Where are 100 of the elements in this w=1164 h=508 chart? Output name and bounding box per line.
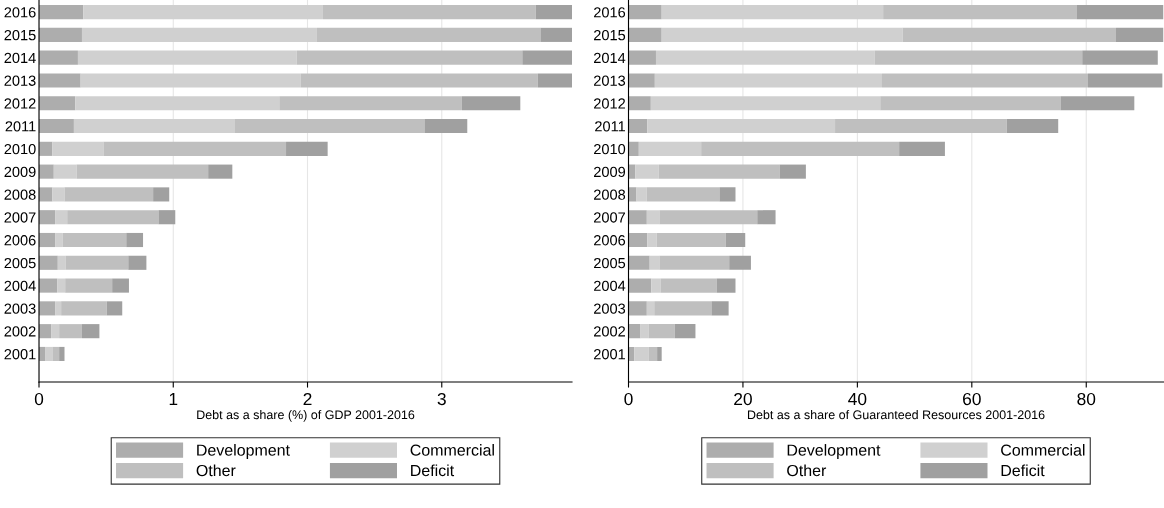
- bar: [39, 255, 58, 270]
- bar: [55, 301, 62, 316]
- bar: [61, 301, 107, 316]
- bar: [649, 255, 660, 270]
- y-tick-label: 2014: [4, 52, 36, 64]
- y-tick-label: 2010: [594, 143, 626, 155]
- y-tick-label: 2001: [594, 349, 626, 360]
- x-tick-label: 0: [34, 392, 44, 406]
- legend-label: Commercial: [410, 444, 494, 456]
- bar: [628, 50, 656, 65]
- y-tick-label: 2015: [594, 29, 626, 41]
- bar: [719, 187, 736, 202]
- bar: [628, 210, 647, 225]
- bar: [39, 96, 76, 111]
- bar: [660, 278, 717, 293]
- bar: [106, 301, 123, 316]
- y-tick-label: 2007: [594, 212, 625, 223]
- bar: [322, 5, 536, 20]
- bar: [646, 187, 720, 202]
- x-tick-label: 2: [303, 392, 312, 405]
- bar: [535, 5, 572, 20]
- bar: [648, 346, 658, 362]
- bar: [658, 164, 780, 179]
- bar: [628, 141, 639, 156]
- bar: [1087, 73, 1163, 88]
- y-tick-label: 2014: [594, 52, 626, 64]
- bar: [75, 96, 280, 111]
- bar: [650, 96, 881, 111]
- bar: [654, 301, 712, 316]
- bar: [424, 118, 468, 134]
- x-tick-label: 40: [848, 392, 867, 406]
- bar: [628, 96, 651, 111]
- bar: [902, 27, 1117, 42]
- bar: [65, 255, 129, 270]
- bar: [83, 5, 323, 20]
- y-tick-label: 2012: [4, 98, 36, 109]
- bar: [39, 210, 56, 225]
- bar: [45, 346, 53, 362]
- bar: [59, 346, 65, 362]
- bar: [76, 164, 209, 179]
- bar: [65, 278, 113, 293]
- x-tick-label: 60: [963, 392, 981, 406]
- bar: [153, 187, 170, 202]
- bar: [779, 164, 806, 179]
- bar: [628, 73, 655, 88]
- x-tick-label: 80: [1077, 392, 1096, 406]
- bar: [654, 73, 882, 88]
- bar: [39, 324, 52, 339]
- bar: [1116, 27, 1164, 42]
- bar: [729, 255, 751, 270]
- y-tick-label: 2011: [5, 121, 36, 132]
- bar: [899, 141, 945, 156]
- bar: [39, 5, 84, 20]
- y-tick-label: 2010: [4, 143, 36, 155]
- y-tick-label: 2015: [4, 29, 36, 41]
- y-tick-label: 2005: [4, 257, 36, 269]
- bar: [757, 210, 776, 225]
- y-tick-label: 2011: [595, 121, 626, 132]
- bar: [628, 27, 662, 42]
- bar: [279, 96, 462, 111]
- bar: [208, 164, 233, 179]
- bar: [711, 301, 729, 316]
- bar: [64, 187, 154, 202]
- legend-label: Deficit: [1001, 464, 1045, 477]
- bar: [628, 187, 637, 202]
- legend-label: Other: [196, 464, 236, 477]
- bar: [634, 346, 649, 362]
- y-tick-label: 2013: [594, 75, 626, 86]
- bar: [659, 255, 730, 270]
- bar: [80, 73, 301, 88]
- x-axis-title: Debt as a share of Guaranteed Resources 2001-2016: [747, 409, 1045, 420]
- bar: [628, 324, 641, 339]
- bar: [701, 141, 900, 156]
- bar: [461, 96, 521, 111]
- bar: [628, 255, 650, 270]
- bar: [112, 278, 129, 293]
- bar: [73, 118, 236, 134]
- bar: [638, 141, 702, 156]
- y-tick-label: 2006: [594, 235, 626, 246]
- bar: [316, 27, 541, 42]
- bar: [835, 118, 1007, 134]
- y-tick-label: 2013: [4, 75, 36, 86]
- bar: [1006, 118, 1059, 134]
- x-tick-label: 20: [734, 392, 752, 406]
- bar: [158, 210, 176, 225]
- bar: [39, 232, 56, 248]
- y-tick-label: 2003: [4, 303, 36, 314]
- bar: [646, 210, 660, 225]
- y-tick-label: 2012: [594, 98, 625, 109]
- bar: [62, 232, 127, 248]
- bar: [1076, 5, 1164, 20]
- bar: [103, 141, 287, 156]
- bar: [540, 27, 572, 42]
- bar: [81, 27, 317, 42]
- y-tick-label: 2016: [4, 7, 36, 18]
- bar: [628, 301, 647, 316]
- bar: [77, 50, 297, 65]
- bar: [647, 118, 836, 134]
- x-axis-title: Debt as a share (%) of GDP 2001-2016: [197, 409, 415, 422]
- y-tick-label: 2004: [4, 280, 36, 292]
